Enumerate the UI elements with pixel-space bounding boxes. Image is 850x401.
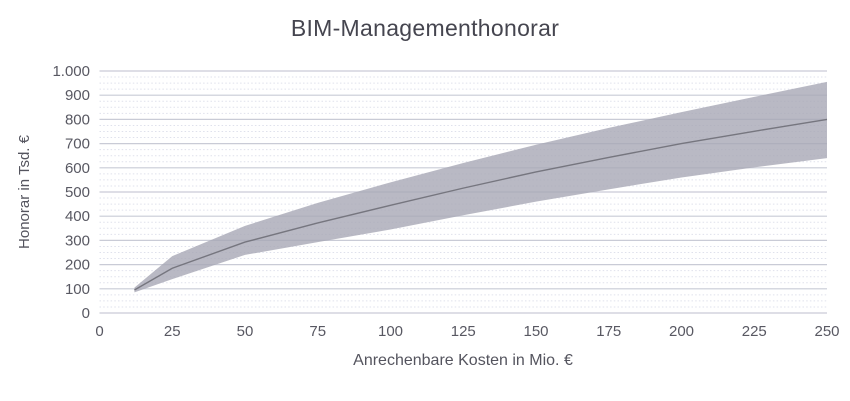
x-tick-label: 75 [309,323,326,340]
honorar-band [134,81,828,293]
y-tick-label: 300 [65,232,90,249]
y-tick-label: 100 [65,281,90,298]
y-tick-label: 200 [65,257,90,274]
x-tick-label: 250 [814,323,839,340]
chart-title: BIM-Managementhonorar [290,15,560,41]
x-tick-label: 125 [451,323,476,340]
y-tick-label: 400 [65,208,90,225]
x-axis-title: Anrechenbare Kosten in Mio. € [353,352,573,369]
x-tick-label: 100 [378,323,403,340]
y-tick-label: 700 [65,136,90,153]
y-tick-label: 900 [65,87,90,104]
x-tick-label: 0 [95,323,103,340]
y-tick-label: 800 [65,111,90,128]
y-tick-label: 0 [82,305,90,322]
x-tick-label: 150 [523,323,548,340]
y-tick-label: 500 [65,184,90,201]
honorar-center-line [134,118,828,291]
x-tick-label: 25 [164,323,181,340]
y-tick-label: 1.000 [52,63,90,80]
x-tick-label: 225 [742,323,767,340]
x-tick-label: 200 [669,323,694,340]
x-tick-label: 175 [596,323,621,340]
y-tick-label: 600 [65,160,90,177]
x-tick-label: 50 [237,323,254,340]
